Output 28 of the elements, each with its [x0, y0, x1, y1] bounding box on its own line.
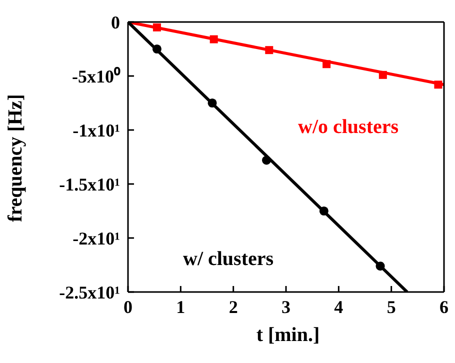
y-tick-label: -1x10¹: [72, 120, 120, 140]
x-tick-label: 2: [228, 296, 238, 317]
series-label: w/o clusters: [298, 116, 399, 139]
point: [208, 98, 217, 108]
y-tick-label: 0: [111, 12, 120, 32]
y-tick-label: -2x10¹: [72, 228, 120, 248]
point: [152, 44, 162, 54]
x-tick-label: 0: [124, 296, 132, 317]
y-axis-title: frequency [Hz]: [4, 94, 28, 222]
point: [262, 156, 272, 165]
x-tick-label: 3: [282, 296, 290, 317]
point: [265, 46, 274, 54]
x-tick-label: 6: [440, 296, 448, 317]
x-tick-label: 5: [386, 296, 396, 317]
y-tick-label: -1.5x10¹: [59, 174, 120, 194]
text: w/ clusters: [183, 248, 274, 271]
point: [319, 206, 328, 216]
y-tick-label: -2.5x10¹: [59, 282, 120, 302]
point: [378, 70, 387, 79]
point: [376, 262, 385, 271]
x-axis-title: t [min.]: [255, 324, 321, 347]
point: [322, 60, 331, 68]
x-tick-label: 4: [334, 296, 344, 317]
y-tick-label: -5x10⁰: [72, 66, 121, 86]
point: [152, 23, 161, 32]
x-tick-label: 1: [176, 296, 186, 317]
point: [210, 35, 218, 44]
point: [434, 80, 442, 89]
